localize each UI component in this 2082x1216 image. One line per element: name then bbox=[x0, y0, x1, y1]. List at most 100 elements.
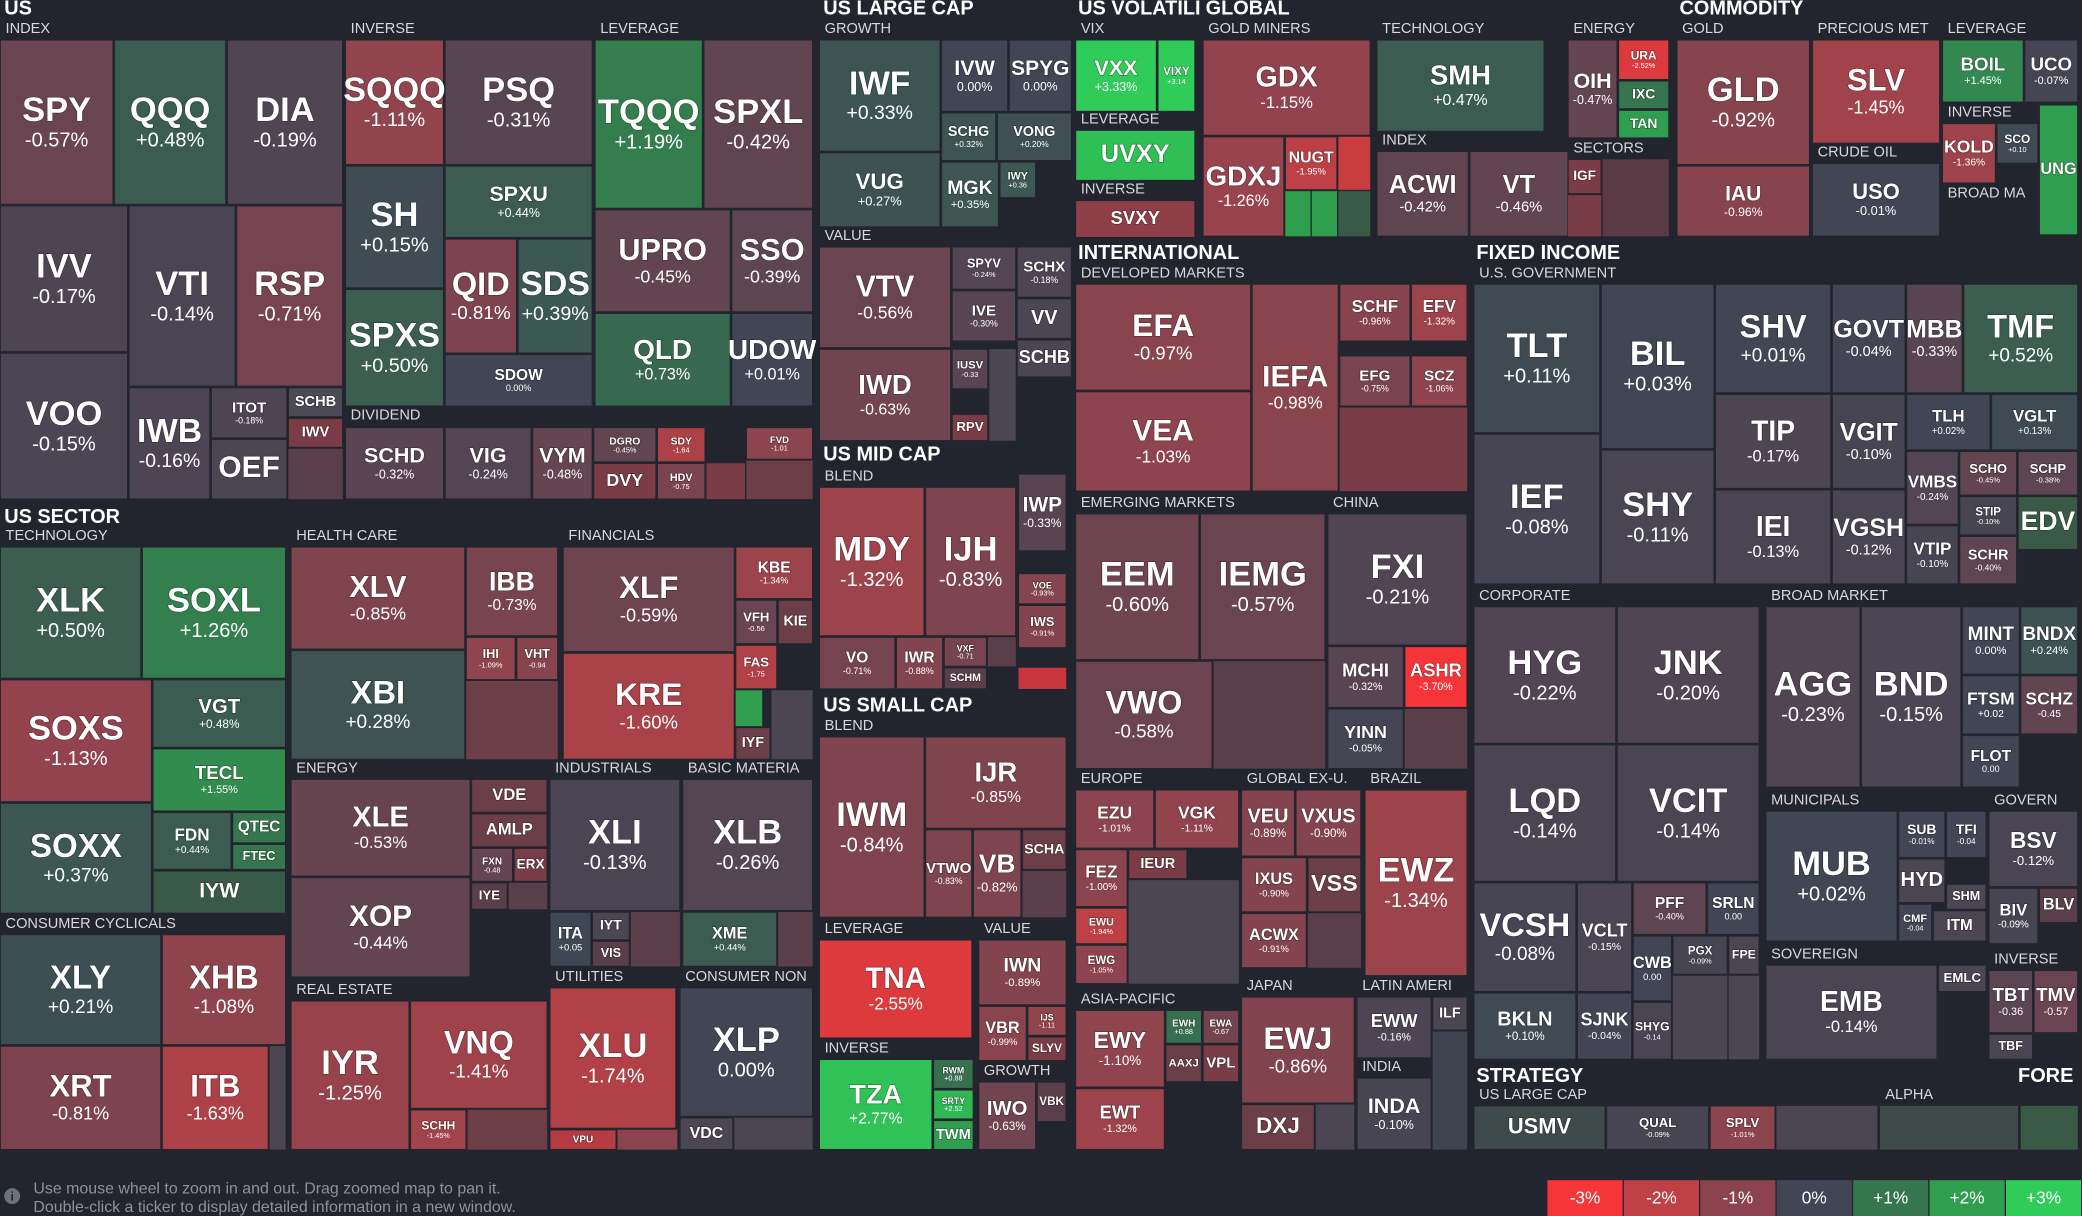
ticker-tile[interactable] bbox=[1000, 162, 1036, 198]
ticker-tile[interactable] bbox=[1412, 356, 1467, 406]
ticker-tile[interactable] bbox=[1933, 911, 1986, 941]
ticker-tile[interactable] bbox=[1155, 790, 1239, 848]
ticker-tile[interactable] bbox=[1568, 40, 1617, 138]
ticker-tile[interactable] bbox=[1076, 1089, 1164, 1149]
ticker-tile[interactable] bbox=[979, 940, 1066, 1005]
ticker-tile[interactable] bbox=[291, 878, 470, 977]
ticker-tile[interactable] bbox=[1607, 1106, 1709, 1149]
ticker-tile[interactable] bbox=[1633, 883, 1706, 934]
ticker-tile[interactable] bbox=[934, 1090, 973, 1119]
ticker-tile[interactable] bbox=[445, 355, 592, 406]
ticker-tile[interactable] bbox=[1308, 858, 1361, 912]
ticker-tile[interactable] bbox=[466, 637, 515, 680]
ticker-tile[interactable] bbox=[595, 40, 702, 208]
ticker-tile[interactable] bbox=[1601, 450, 1714, 584]
ticker-tile[interactable] bbox=[595, 313, 730, 406]
ticker-tile[interactable] bbox=[563, 547, 734, 652]
ticker-tile[interactable] bbox=[1377, 152, 1468, 236]
ticker-tile[interactable] bbox=[1200, 514, 1325, 660]
ticker-tile[interactable] bbox=[1076, 1010, 1164, 1087]
ticker-tile[interactable] bbox=[466, 547, 558, 636]
ticker-tile[interactable] bbox=[1601, 284, 1714, 449]
ticker-tile[interactable] bbox=[1405, 647, 1467, 707]
ticker-tile[interactable] bbox=[1296, 790, 1361, 856]
ticker-tile[interactable] bbox=[1285, 137, 1337, 190]
ticker-tile[interactable] bbox=[1474, 993, 1576, 1059]
ticker-tile[interactable] bbox=[658, 428, 705, 462]
ticker-tile[interactable] bbox=[411, 1110, 466, 1149]
ticker-tile[interactable] bbox=[1019, 606, 1066, 648]
ticker-tile[interactable] bbox=[1474, 883, 1576, 991]
ticker-tile[interactable] bbox=[1708, 883, 1759, 934]
ticker-tile[interactable] bbox=[1203, 40, 1370, 135]
ticker-tile[interactable] bbox=[1939, 965, 1986, 991]
ticker-tile[interactable] bbox=[291, 1001, 409, 1149]
ticker-tile[interactable] bbox=[1832, 490, 1905, 584]
ticker-tile[interactable] bbox=[233, 813, 285, 843]
ticker-tile[interactable] bbox=[944, 637, 986, 666]
ticker-tile[interactable] bbox=[445, 166, 592, 237]
ticker-tile[interactable] bbox=[1412, 284, 1467, 341]
ticker-tile[interactable] bbox=[153, 749, 285, 811]
ticker-tile[interactable] bbox=[1766, 965, 1937, 1059]
ticker-tile[interactable] bbox=[1242, 790, 1294, 856]
ticker-tile[interactable] bbox=[0, 40, 113, 204]
ticker-tile[interactable] bbox=[979, 1082, 1036, 1149]
ticker-tile[interactable] bbox=[934, 1060, 973, 1088]
ticker-tile[interactable] bbox=[819, 1060, 932, 1149]
ticker-tile[interactable] bbox=[0, 353, 128, 499]
ticker-tile[interactable] bbox=[732, 210, 813, 312]
ticker-tile[interactable] bbox=[997, 113, 1071, 160]
ticker-tile[interactable] bbox=[1076, 514, 1199, 660]
ticker-tile[interactable] bbox=[550, 988, 676, 1128]
ticker-tile[interactable] bbox=[1433, 997, 1467, 1030]
ticker-tile[interactable] bbox=[1907, 284, 1962, 393]
ticker-tile[interactable] bbox=[2039, 105, 2078, 235]
ticker-tile[interactable] bbox=[1832, 394, 1905, 488]
ticker-tile[interactable] bbox=[1340, 284, 1410, 341]
ticker-tile[interactable] bbox=[1028, 1037, 1066, 1061]
ticker-tile[interactable] bbox=[211, 388, 287, 438]
ticker-tile[interactable] bbox=[680, 988, 813, 1116]
ticker-tile[interactable] bbox=[1076, 284, 1251, 390]
ticker-tile[interactable] bbox=[1203, 1045, 1239, 1082]
ticker-tile[interactable] bbox=[142, 547, 285, 678]
ticker-tile[interactable] bbox=[1028, 1006, 1066, 1035]
ticker-tile[interactable] bbox=[1943, 124, 1995, 183]
ticker-tile[interactable] bbox=[952, 414, 988, 441]
ticker-tile[interactable] bbox=[291, 651, 465, 759]
ticker-tile[interactable] bbox=[1076, 130, 1195, 180]
ticker-tile[interactable] bbox=[1766, 811, 1897, 941]
ticker-tile[interactable] bbox=[1899, 904, 1932, 941]
ticker-tile[interactable] bbox=[1328, 647, 1403, 707]
ticker-tile[interactable] bbox=[1242, 913, 1306, 968]
ticker-tile[interactable] bbox=[732, 313, 813, 406]
ticker-tile[interactable] bbox=[1619, 110, 1669, 138]
ticker-tile[interactable] bbox=[819, 40, 940, 151]
ticker-tile[interactable] bbox=[1203, 1010, 1239, 1043]
ticker-tile[interactable] bbox=[288, 388, 343, 417]
ticker-tile[interactable] bbox=[595, 210, 730, 312]
ticker-tile[interactable] bbox=[819, 940, 972, 1038]
ticker-tile[interactable] bbox=[746, 428, 813, 459]
ticker-tile[interactable] bbox=[288, 418, 343, 447]
ticker-tile[interactable] bbox=[0, 680, 151, 802]
ticker-tile[interactable] bbox=[1812, 40, 1940, 143]
ticker-tile[interactable] bbox=[1832, 284, 1905, 393]
ticker-tile[interactable] bbox=[1766, 607, 1860, 787]
ticker-tile[interactable] bbox=[1989, 888, 2038, 944]
ticker-tile[interactable] bbox=[445, 40, 592, 164]
ticker-tile[interactable] bbox=[934, 1121, 973, 1149]
ticker-tile[interactable] bbox=[162, 935, 285, 1045]
ticker-tile[interactable] bbox=[1633, 936, 1671, 1001]
ticker-tile[interactable] bbox=[942, 113, 996, 160]
ticker-tile[interactable] bbox=[926, 830, 972, 917]
ticker-tile[interactable] bbox=[1617, 607, 1759, 743]
ticker-tile[interactable] bbox=[1992, 394, 2078, 450]
ticker-tile[interactable] bbox=[1899, 859, 1945, 903]
ticker-tile[interactable] bbox=[1962, 676, 2019, 734]
ticker-tile[interactable] bbox=[1023, 830, 1066, 869]
ticker-tile[interactable] bbox=[594, 463, 656, 499]
ticker-tile[interactable] bbox=[926, 487, 1016, 636]
ticker-tile[interactable] bbox=[1899, 811, 1945, 857]
